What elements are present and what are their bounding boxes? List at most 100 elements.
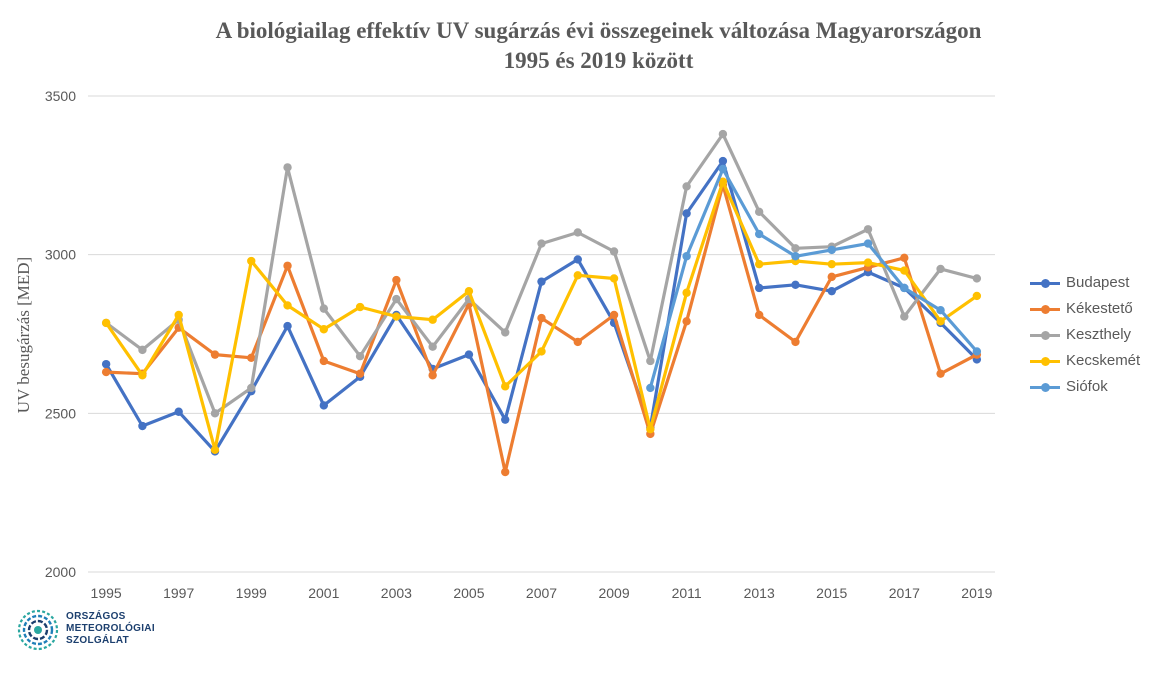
data-point-siofok xyxy=(718,164,728,174)
data-point-kecskemet xyxy=(247,256,256,266)
legend-swatch xyxy=(1030,328,1060,342)
data-point-budapest xyxy=(537,277,546,286)
data-point-siofok xyxy=(863,239,873,248)
legend-swatch xyxy=(1030,276,1060,290)
data-point-budapest xyxy=(101,359,111,369)
data-point-siofok xyxy=(827,245,836,255)
series-line-budapest xyxy=(104,159,979,453)
data-point-keszthely xyxy=(428,342,437,351)
x-tick-label: 1999 xyxy=(236,585,267,601)
x-tick-label: 2011 xyxy=(672,585,702,601)
data-point-keszthely xyxy=(791,244,800,253)
series-budapest xyxy=(101,156,982,456)
data-point-budapest xyxy=(319,401,329,410)
data-point-kecskemet xyxy=(319,325,329,334)
legend-swatch xyxy=(1030,302,1060,316)
legend-item-budapest: Budapest xyxy=(1030,272,1150,298)
data-point-siofok xyxy=(972,347,982,356)
data-point-siofok xyxy=(791,252,800,261)
data-point-kekesteto xyxy=(573,337,582,347)
data-point-keszthely xyxy=(682,182,691,191)
gridlines xyxy=(88,95,995,573)
x-tick-label: 2017 xyxy=(889,585,920,601)
data-point-kecskemet xyxy=(174,310,183,320)
data-point-kecskemet xyxy=(900,266,909,275)
legend-label: Kékestető xyxy=(1066,300,1133,317)
data-point-kecskemet xyxy=(936,317,945,326)
legend-item-kekesteto: Kékestető xyxy=(1030,298,1150,324)
data-point-siofok xyxy=(900,283,909,293)
data-point-kekesteto xyxy=(392,275,401,285)
y-tick-label: 2000 xyxy=(45,564,76,580)
data-point-siofok xyxy=(682,252,691,261)
omsz-swirl-icon xyxy=(17,609,59,651)
data-point-kecskemet xyxy=(609,274,619,283)
data-point-kekesteto xyxy=(537,313,546,323)
legend-label: Keszthely xyxy=(1066,326,1132,343)
x-tick-label: 2019 xyxy=(961,585,992,601)
logo-line-3: SZOLGÁLAT xyxy=(66,635,130,646)
logo-line-2: METEOROLÓGIAI xyxy=(66,623,155,634)
series-group xyxy=(101,129,982,477)
x-tick-label: 2015 xyxy=(816,585,847,601)
data-point-kecskemet xyxy=(464,286,474,296)
y-tick-label: 2500 xyxy=(45,405,76,421)
legend-label: Budapest xyxy=(1066,274,1130,291)
data-point-budapest xyxy=(718,156,728,166)
x-tick-label: 1995 xyxy=(91,585,122,601)
chart-title-line2: 1995 és 2019 között xyxy=(503,48,694,73)
data-point-kecskemet xyxy=(138,371,147,380)
x-axis-ticks: 1995 1997 1999 2001 2003 2005 2007 2009 2011 2013… xyxy=(91,585,993,601)
data-point-kekesteto xyxy=(827,272,836,282)
x-tick-label: 2001 xyxy=(308,585,339,601)
data-point-keszthely xyxy=(573,228,582,237)
data-point-kecskemet xyxy=(501,382,510,391)
data-point-kekesteto xyxy=(609,310,619,320)
x-tick-label: 2005 xyxy=(453,585,484,601)
data-point-keszthely xyxy=(210,409,220,418)
data-point-kekesteto xyxy=(101,367,111,377)
data-point-budapest xyxy=(464,350,474,359)
data-point-kekesteto xyxy=(754,310,764,320)
data-point-keszthely xyxy=(609,247,619,256)
legend-label: Kecskemét xyxy=(1066,352,1141,369)
data-point-keszthely xyxy=(754,207,764,217)
legend-item-kecskemet: Kecskemét xyxy=(1030,350,1150,376)
data-point-kekesteto xyxy=(210,350,220,359)
data-point-keszthely xyxy=(392,294,401,304)
data-point-kekesteto xyxy=(428,371,437,380)
omsz-logo: ORSZÁGOS METEOROLÓGIAI SZOLGÁLAT xyxy=(16,604,176,660)
data-point-kecskemet xyxy=(392,312,401,321)
data-point-keszthely xyxy=(319,304,329,313)
data-point-keszthely xyxy=(936,264,945,274)
data-point-kekesteto xyxy=(247,353,256,362)
data-point-kekesteto xyxy=(355,369,365,378)
data-point-kekesteto xyxy=(283,261,292,270)
data-point-keszthely xyxy=(247,383,256,393)
y-axis-ticks: 2000 2500 3000 3500 xyxy=(45,88,76,580)
data-point-kecskemet xyxy=(537,347,546,356)
data-point-siofok xyxy=(936,306,945,315)
data-point-kekesteto xyxy=(682,317,691,326)
data-point-budapest xyxy=(682,209,691,218)
logo-line-1: ORSZÁGOS xyxy=(66,611,126,622)
omsz-logo-text: ORSZÁGOS METEOROLÓGIAI SZOLGÁLAT xyxy=(66,611,155,647)
legend-swatch xyxy=(1030,380,1060,394)
data-point-kecskemet xyxy=(355,302,365,312)
legend-swatch xyxy=(1030,354,1060,368)
data-point-budapest xyxy=(138,421,147,431)
legend: Budapest Kékestető Keszthely Kecskemét Siófo… xyxy=(1030,272,1150,402)
data-point-kecskemet xyxy=(827,259,836,269)
legend-item-siofok: Siófok xyxy=(1030,376,1150,402)
data-point-budapest xyxy=(501,415,510,424)
data-point-kecskemet xyxy=(101,318,111,328)
data-point-keszthely xyxy=(972,274,982,283)
x-tick-label: 2003 xyxy=(381,585,412,601)
series-siofok xyxy=(646,164,982,393)
x-tick-label: 1997 xyxy=(163,585,194,601)
data-point-keszthely xyxy=(718,129,728,139)
data-point-budapest xyxy=(573,255,582,264)
data-point-kecskemet xyxy=(972,291,982,301)
data-point-kekesteto xyxy=(319,356,329,366)
data-point-keszthely xyxy=(900,312,909,321)
